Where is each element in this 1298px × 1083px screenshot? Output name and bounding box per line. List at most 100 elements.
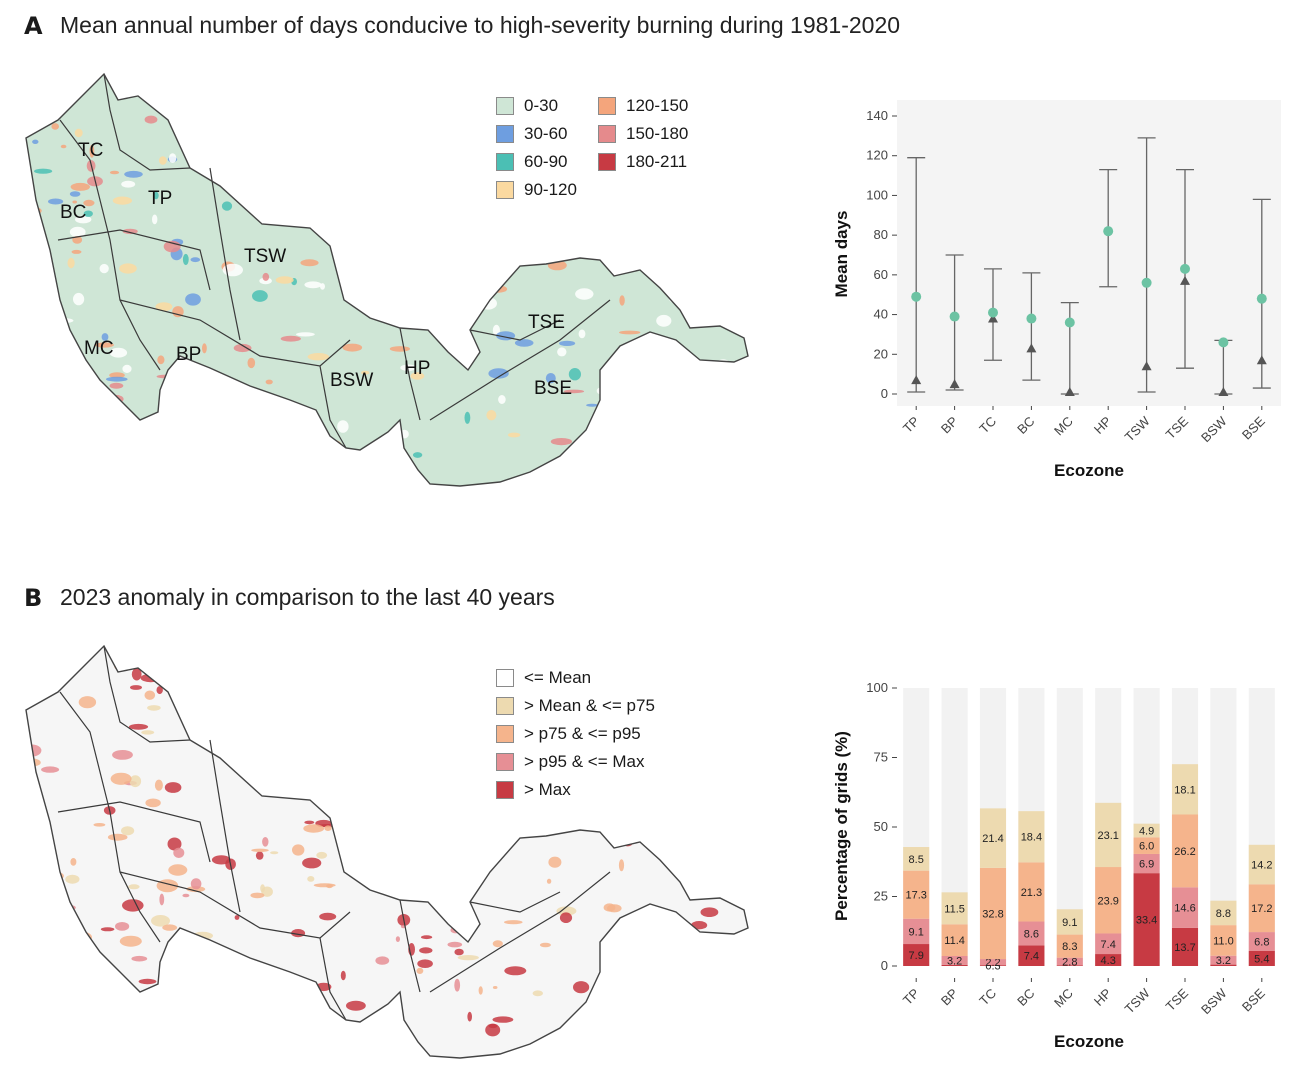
- map-pattern-blob: [178, 367, 199, 380]
- map-pattern-blob: [245, 90, 251, 96]
- triangle-point: [1064, 387, 1075, 397]
- map-pattern-blob: [112, 750, 133, 760]
- map-pattern-blob: [548, 856, 562, 868]
- bar-segment: [903, 918, 930, 945]
- bar-value-label: 3.2: [947, 955, 962, 967]
- map-pattern-blob: [692, 939, 704, 952]
- map-pattern-blob: [662, 356, 670, 366]
- map-pattern-blob: [159, 156, 167, 165]
- map-pattern-blob: [602, 478, 611, 485]
- map-pattern-blob: [291, 656, 299, 662]
- map-pattern-blob: [412, 452, 423, 458]
- bar-value-label: 33.4: [1136, 915, 1157, 927]
- map-pattern-blob: [591, 452, 597, 466]
- map-pattern-blob: [241, 683, 260, 695]
- map-pattern-blob: [641, 813, 655, 822]
- map-pattern-blob: [48, 911, 54, 916]
- map-pattern-blob: [341, 154, 357, 163]
- ecozone-border: [57, 229, 211, 291]
- x-tick-label: BSE: [1239, 413, 1268, 442]
- bar-value-label: 9.1: [1062, 917, 1077, 929]
- map-pattern-blob: [124, 170, 143, 178]
- map-pattern-blob: [122, 228, 138, 235]
- map-label-tc: TC: [78, 140, 103, 161]
- map-pattern-blob: [734, 841, 748, 847]
- x-tick-label: TSE: [1163, 985, 1192, 1014]
- bar-segment: [1095, 867, 1122, 934]
- map-pattern-blob: [334, 96, 352, 109]
- bar-value-label: 7.9: [909, 950, 924, 962]
- ecozone-border: [59, 119, 161, 371]
- map-pattern-blob: [486, 410, 497, 421]
- bar-value-label: 4.3: [1101, 955, 1116, 967]
- map-pattern-blob: [647, 466, 654, 474]
- map-pattern-blob: [656, 965, 671, 970]
- map-label-bsw: BSW: [330, 370, 373, 391]
- map-pattern-blob: [111, 1051, 128, 1058]
- map-pattern-blob: [706, 399, 726, 410]
- map-pattern-blob: [619, 295, 625, 306]
- map-pattern-blob: [395, 936, 400, 942]
- map-pattern-blob: [419, 947, 433, 954]
- map-pattern-blob: [262, 837, 269, 847]
- bar-segment: [1248, 950, 1275, 966]
- map-pattern-blob: [74, 422, 87, 434]
- map-pattern-blob: [396, 705, 407, 711]
- map-pattern-blob: [34, 108, 50, 113]
- map-pattern-blob: [32, 836, 51, 847]
- map-pattern-blob: [208, 426, 219, 438]
- map-pattern-blob: [377, 1025, 389, 1033]
- map-pattern-blob: [606, 237, 626, 244]
- x-tick-label: BC: [1014, 414, 1037, 437]
- map-pattern-blob: [376, 1053, 397, 1058]
- y-tick-label: 60: [874, 267, 888, 282]
- map-pattern-blob: [394, 191, 415, 200]
- ecozone-border: [209, 739, 241, 913]
- bar-segment: [979, 965, 1007, 966]
- legend-label: 60-90: [524, 152, 568, 171]
- x-tick-label: BSW: [1198, 413, 1230, 445]
- map-pattern-blob: [417, 959, 433, 968]
- map-pattern-blob: [100, 432, 118, 442]
- map-pattern-blob: [389, 346, 410, 352]
- map-pattern-blob: [478, 986, 483, 995]
- map-pattern-blob: [632, 246, 637, 254]
- mean-point: [1218, 337, 1229, 348]
- bar-segment: [1133, 873, 1160, 966]
- map-pattern-blob: [72, 200, 77, 204]
- map-pattern-blob: [579, 462, 589, 467]
- map-pattern-blob: [615, 817, 624, 824]
- map-pattern-blob: [200, 83, 220, 91]
- map-pattern-blob: [130, 685, 142, 690]
- map-pattern-blob: [126, 88, 142, 92]
- map-pattern-blob: [72, 957, 92, 968]
- map-pattern-blob: [490, 138, 496, 146]
- map-pattern-blob: [60, 144, 67, 149]
- map-pattern-blob: [453, 724, 463, 735]
- map-pattern-blob: [171, 102, 190, 107]
- map-pattern-blob: [259, 277, 272, 285]
- legend-b-item: > Mean & <= p75: [496, 692, 655, 720]
- map-pattern-blob: [156, 686, 163, 695]
- map-pattern-blob: [132, 1044, 145, 1055]
- ecozone-border: [429, 299, 611, 421]
- map-pattern-blob: [688, 421, 695, 431]
- bar-value-label: 11.5: [944, 903, 965, 915]
- map-pattern-blob: [405, 236, 427, 244]
- map-pattern-blob: [72, 236, 83, 244]
- bar-value-label: 3.2: [1216, 955, 1231, 967]
- triangle-point: [1141, 361, 1152, 371]
- map-pattern-blob: [92, 983, 106, 996]
- ecozone-border: [57, 801, 211, 863]
- x-tick-label: TSE: [1163, 413, 1192, 442]
- map-pattern-blob: [668, 673, 673, 683]
- map-label-bc: BC: [60, 202, 86, 223]
- map-pattern-blob: [95, 342, 114, 348]
- map-pattern-blob: [386, 838, 402, 846]
- map-pattern-blob: [157, 355, 165, 365]
- bar-value-label: 11.4: [944, 935, 965, 947]
- map-pattern-blob: [71, 249, 82, 254]
- map-pattern-blob: [229, 438, 245, 444]
- map-pattern-blob: [613, 1016, 621, 1024]
- triangle-point: [1026, 343, 1037, 353]
